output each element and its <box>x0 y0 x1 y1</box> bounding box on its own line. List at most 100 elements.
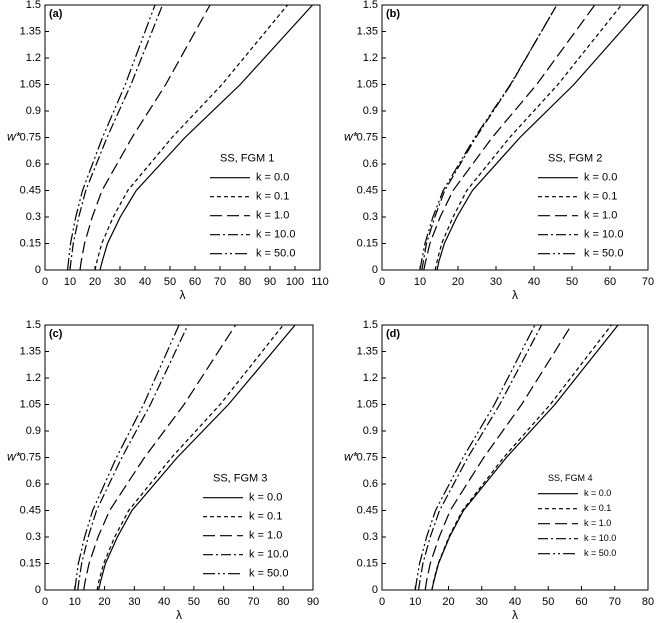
curve <box>98 324 296 591</box>
x-tick-label: 10 <box>69 596 81 608</box>
x-tick-label: 80 <box>239 276 251 288</box>
y-tick-label: 0.6 <box>363 478 378 490</box>
curve <box>423 4 596 271</box>
y-tick-label: 0.3 <box>26 531 41 543</box>
legend-label: k = 1.0 <box>584 210 617 222</box>
panel: 0 0.15 0.3 0.45 0.6 0.75 0.9 1.05 1.2 1.35 1.5 0 10 2… <box>344 0 654 302</box>
y-tick-label: 0 <box>35 264 41 276</box>
y-tick-label: 0.9 <box>26 425 41 437</box>
y-tick-label: 0 <box>35 584 41 596</box>
x-tick-label: 50 <box>164 276 176 288</box>
x-tick-label: 20 <box>452 276 464 288</box>
y-tick-label: 1.5 <box>363 319 378 331</box>
y-tick-label: 0.6 <box>363 158 378 170</box>
x-tick-label: 60 <box>604 276 616 288</box>
y-tick-label: 1.2 <box>363 372 378 384</box>
panel-label: (d) <box>386 328 400 340</box>
x-tick-label: 90 <box>264 276 276 288</box>
panel-label: (b) <box>386 8 400 20</box>
curve <box>94 4 288 271</box>
legend-title: SS, FGM 2 <box>548 153 602 165</box>
y-tick-label: 0.45 <box>357 184 378 196</box>
curve <box>66 4 156 271</box>
y-tick-label: 0.15 <box>20 237 41 249</box>
legend-label: k = 0.0 <box>584 172 617 184</box>
x-tick-label: 50 <box>542 596 554 608</box>
x-tick-label: 20 <box>442 596 454 608</box>
x-tick-label: 30 <box>490 276 502 288</box>
y-tick-label: 0.3 <box>363 211 378 223</box>
legend-label: k = 10.0 <box>256 229 295 241</box>
legend-title: SS, FGM 4 <box>548 473 593 483</box>
curve <box>431 324 612 591</box>
y-tick-label: 1.05 <box>20 78 41 90</box>
y-tick-label: 0.75 <box>20 131 41 143</box>
y-tick-label: 0.75 <box>357 131 378 143</box>
y-tick-label: 0.75 <box>20 451 41 463</box>
x-tick-label: 30 <box>128 596 140 608</box>
legend-label: k = 10.0 <box>249 549 288 561</box>
y-tick-label: 1.05 <box>20 398 41 410</box>
x-axis-label: λ <box>176 608 182 622</box>
y-axis-label: w* <box>344 130 358 144</box>
panel: 0 0.15 0.3 0.45 0.6 0.75 0.9 1.05 1.2 1.35 1.5 0 10 2… <box>344 319 654 622</box>
x-axis-label: λ <box>512 288 518 302</box>
x-tick-label: 10 <box>409 596 421 608</box>
y-tick-label: 0.6 <box>26 158 41 170</box>
x-tick-label: 30 <box>114 276 126 288</box>
y-tick-label: 1.2 <box>363 52 378 64</box>
y-tick-label: 1.5 <box>363 0 378 11</box>
y-tick-label: 0.9 <box>363 105 378 117</box>
curve <box>434 4 622 271</box>
x-tick-label: 50 <box>188 596 200 608</box>
legend-label: k = 1.0 <box>256 210 289 222</box>
legend-title: SS, FGM 1 <box>220 153 274 165</box>
y-axis-label: w* <box>7 130 21 144</box>
curve <box>431 324 619 591</box>
curve <box>421 4 558 271</box>
y-tick-label: 1.35 <box>357 345 378 357</box>
curve <box>83 324 237 591</box>
x-tick-label: 60 <box>189 276 201 288</box>
legend-label: k = 0.0 <box>256 172 289 184</box>
legend-label: k = 50.0 <box>584 548 616 558</box>
y-tick-label: 0.6 <box>26 478 41 490</box>
y-axis-label: w* <box>344 450 358 464</box>
y-tick-label: 1.2 <box>26 52 41 64</box>
legend-label: k = 1.0 <box>249 530 282 542</box>
panel-label: (a) <box>49 8 63 20</box>
legend-label: k = 10.0 <box>584 533 616 543</box>
x-tick-label: 50 <box>566 276 578 288</box>
y-axis-label: w* <box>7 450 21 464</box>
x-tick-label: 70 <box>214 276 226 288</box>
x-tick-label: 20 <box>98 596 110 608</box>
y-tick-label: 0.15 <box>20 557 41 569</box>
curve <box>79 4 211 271</box>
x-tick-label: 70 <box>609 596 621 608</box>
curve <box>419 4 558 271</box>
y-tick-label: 1.5 <box>26 319 41 331</box>
legend-label: k = 50.0 <box>249 568 288 580</box>
y-tick-label: 0.45 <box>20 504 41 516</box>
curve <box>424 324 573 591</box>
x-tick-label: 60 <box>575 596 587 608</box>
legend-label: k = 10.0 <box>584 229 623 241</box>
panel: 0 0.15 0.3 0.45 0.6 0.75 0.9 1.05 1.2 1.35 1.5 0 10 2… <box>7 319 319 622</box>
legend-label: k = 0.1 <box>249 511 282 523</box>
x-tick-label: 0 <box>42 596 48 608</box>
legend-label: k = 0.1 <box>584 191 617 203</box>
x-tick-label: 40 <box>509 596 521 608</box>
y-tick-label: 0.3 <box>26 211 41 223</box>
x-tick-label: 40 <box>139 276 151 288</box>
y-tick-label: 0 <box>372 264 378 276</box>
x-tick-label: 0 <box>379 276 385 288</box>
y-tick-label: 0.9 <box>26 105 41 117</box>
legend-label: k = 0.1 <box>256 191 289 203</box>
curve <box>414 324 536 591</box>
y-tick-label: 0.15 <box>357 557 378 569</box>
x-tick-label: 60 <box>218 596 230 608</box>
curve <box>69 4 164 271</box>
x-axis-label: λ <box>180 288 186 302</box>
x-tick-label: 110 <box>311 276 329 288</box>
legend-label: k = 50.0 <box>256 248 295 260</box>
